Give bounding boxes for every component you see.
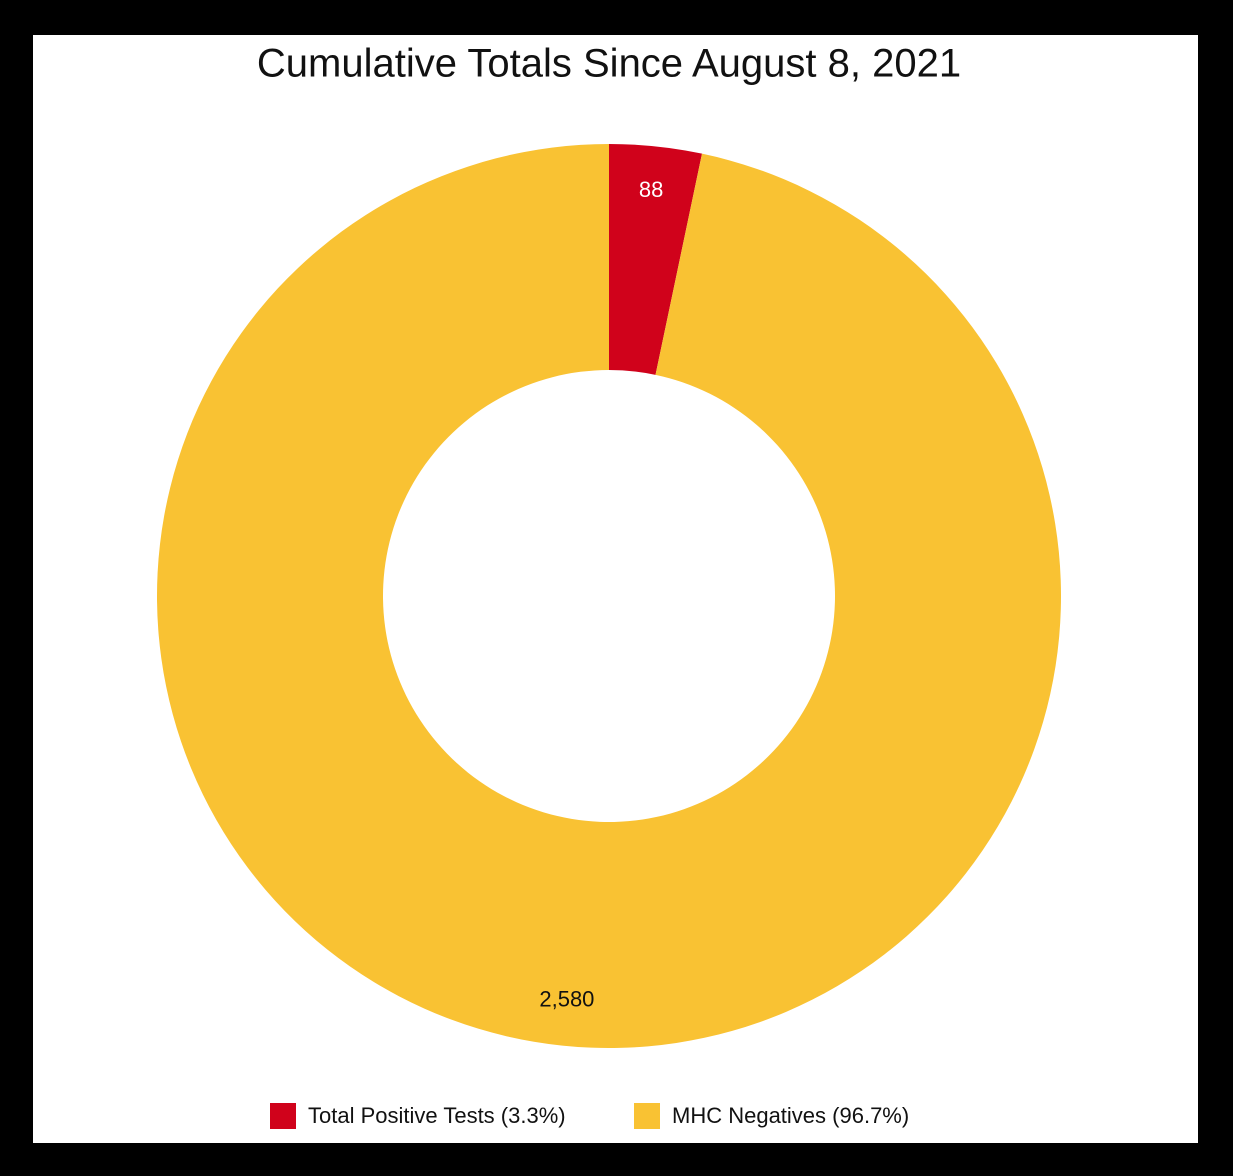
donut-slice [157, 144, 1062, 1049]
data-label: 88 [639, 177, 663, 202]
legend-label: MHC Negatives (96.7%) [672, 1103, 909, 1128]
legend-swatch [270, 1103, 296, 1129]
legend-label: Total Positive Tests (3.3%) [308, 1103, 566, 1128]
chart-title: Cumulative Totals Since August 8, 2021 [257, 42, 961, 86]
donut-slice [609, 144, 703, 375]
data-label: 2,580 [539, 987, 594, 1012]
legend-swatch [634, 1103, 660, 1129]
